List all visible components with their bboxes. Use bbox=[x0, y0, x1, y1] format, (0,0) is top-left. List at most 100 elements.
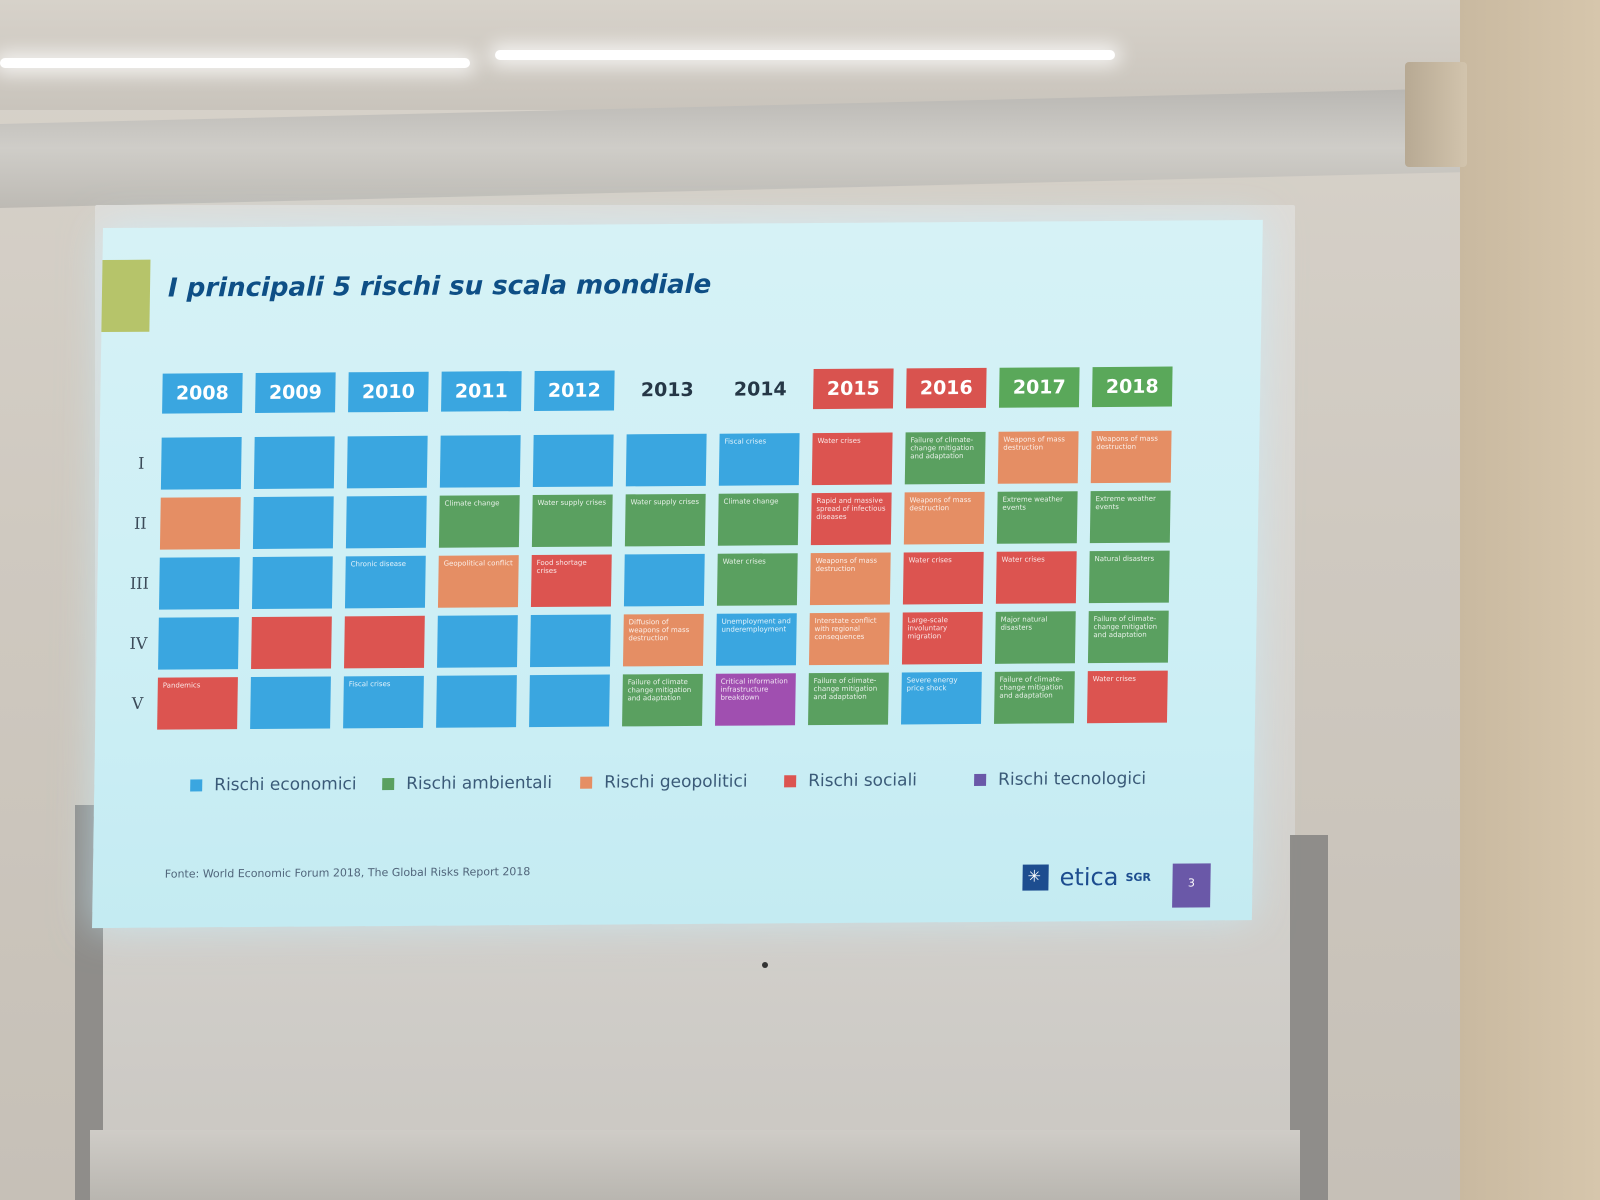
year-header-2012: 2012 bbox=[534, 370, 615, 412]
year-header-2008: 2008 bbox=[162, 373, 243, 414]
risk-cell bbox=[158, 557, 240, 610]
rank-label: II bbox=[133, 513, 147, 533]
logo-mark-icon bbox=[1022, 864, 1049, 891]
risk-cell: Failure of climate change mitigation and… bbox=[622, 673, 703, 727]
legend-label: Rischi geopolitici bbox=[604, 771, 748, 793]
legend-swatch-icon bbox=[580, 776, 593, 789]
risk-cell: Water crises bbox=[902, 551, 984, 605]
risk-cell bbox=[253, 436, 335, 489]
risk-cell: Water crises bbox=[811, 432, 893, 486]
legend-swatch-icon bbox=[190, 779, 203, 792]
risk-cell bbox=[439, 435, 521, 488]
risk-cell: Large-scale involuntary migration bbox=[901, 611, 983, 665]
legend-item: Rischi economici bbox=[190, 774, 357, 797]
year-header-2014: 2014 bbox=[733, 378, 787, 401]
risk-cell: Climate change bbox=[717, 493, 799, 546]
risk-cell: Geopolitical conflict bbox=[437, 555, 519, 608]
risk-cell: Weapons of mass destruction bbox=[1090, 430, 1172, 484]
projected-slide: I principali 5 rischi su scala mondiale … bbox=[92, 219, 1263, 929]
slide-title: I principali 5 rischi su scala mondiale bbox=[167, 269, 712, 304]
wall-fixture bbox=[1405, 62, 1467, 167]
risk-cell bbox=[251, 616, 332, 670]
risk-cell: Extreme weather events bbox=[996, 491, 1078, 544]
year-header-2017: 2017 bbox=[998, 367, 1080, 408]
risk-cell bbox=[532, 434, 614, 488]
risk-cell: Food shortage crises bbox=[530, 554, 612, 608]
legend-item: Rischi ambientali bbox=[382, 773, 552, 796]
risk-cell: Water supply crises bbox=[624, 493, 706, 547]
risk-cell: Interstate conflict with regional conseq… bbox=[808, 612, 890, 666]
risk-cell bbox=[436, 675, 517, 728]
risk-cell bbox=[346, 435, 428, 489]
risk-cell: Extreme weather events bbox=[1089, 490, 1171, 544]
year-header-2018: 2018 bbox=[1091, 366, 1173, 408]
risk-cell: Water crises bbox=[716, 553, 798, 606]
source-note: Fonte: World Economic Forum 2018, The Gl… bbox=[164, 865, 531, 881]
year-header-2013: 2013 bbox=[640, 378, 694, 402]
risk-cell: Critical information infrastructure brea… bbox=[715, 673, 796, 726]
year-header-2010: 2010 bbox=[348, 371, 429, 413]
risk-cell: Water supply crises bbox=[531, 494, 613, 548]
risk-cell bbox=[344, 615, 425, 669]
risk-cell: Water crises bbox=[1086, 670, 1168, 724]
risk-cell bbox=[251, 556, 333, 610]
risk-cell: Weapons of mass destruction bbox=[809, 552, 891, 606]
risk-cell: Major natural disasters bbox=[994, 611, 1076, 664]
logo-text: etica bbox=[1059, 862, 1119, 892]
risk-cell bbox=[530, 614, 611, 668]
legend-label: Rischi economici bbox=[214, 774, 357, 796]
risk-cell: Failure of climate-change mitigation and… bbox=[994, 671, 1075, 724]
risk-cell bbox=[345, 495, 427, 549]
year-header-2011: 2011 bbox=[441, 371, 522, 412]
screen-bottom-bar bbox=[90, 1130, 1300, 1200]
legend-swatch-icon bbox=[382, 778, 395, 791]
risk-cell: Fiscal crises bbox=[343, 675, 424, 729]
risk-cell: Fiscal crises bbox=[718, 433, 800, 486]
rank-label: III bbox=[129, 573, 150, 593]
legend-label: Rischi sociali bbox=[807, 770, 918, 792]
risk-cell: Water crises bbox=[995, 551, 1077, 604]
ceiling-light-right bbox=[495, 50, 1115, 60]
year-header-row: 2008 2009 2010 2011 2012 2013 2014 2015 2016 2017… bbox=[162, 366, 1222, 414]
risk-cell bbox=[159, 497, 241, 550]
risk-cell bbox=[437, 615, 518, 668]
year-header-2015: 2015 bbox=[812, 368, 894, 410]
risk-cell: Severe energy price shock bbox=[901, 671, 982, 725]
risk-cell bbox=[252, 496, 334, 549]
risk-cell: Pandemics bbox=[157, 677, 238, 730]
risk-cell: Weapons of mass destruction bbox=[903, 491, 985, 545]
risk-cell: Chronic disease bbox=[344, 555, 426, 609]
risk-cell bbox=[625, 433, 707, 487]
risk-cell: Unemployment and underemployment bbox=[715, 613, 797, 666]
title-accent-bar bbox=[101, 259, 151, 333]
rank-label: I bbox=[137, 453, 145, 473]
year-header-2009: 2009 bbox=[255, 372, 336, 413]
year-header-2016: 2016 bbox=[905, 367, 987, 409]
legend-label: Rischi ambientali bbox=[406, 772, 553, 794]
risk-cell: Climate change bbox=[438, 495, 520, 548]
logo-subtext: SGR bbox=[1125, 870, 1152, 884]
risk-cell: Natural disasters bbox=[1088, 550, 1170, 604]
page-number: 3 bbox=[1172, 863, 1211, 908]
risk-cell bbox=[160, 437, 242, 490]
risk-cell: Failure of climate-change mitigation and… bbox=[808, 672, 889, 726]
screen-dot bbox=[762, 962, 768, 968]
risk-cell: Failure of climate-change mitigation and… bbox=[1087, 610, 1169, 664]
company-logo: etica SGR bbox=[1022, 863, 1151, 904]
risk-cell bbox=[529, 674, 610, 728]
risk-cell: Failure of climate-change mitigation and… bbox=[904, 431, 986, 485]
legend-swatch-icon bbox=[784, 775, 797, 788]
legend-item: Rischi sociali bbox=[784, 770, 917, 793]
legend-item: Rischi tecnologici bbox=[974, 769, 1146, 792]
risk-cell: Diffusion of weapons of mass destruction bbox=[622, 613, 704, 667]
legend-swatch-icon bbox=[974, 773, 987, 786]
rank-label: V bbox=[131, 693, 144, 713]
rank-label: IV bbox=[129, 633, 148, 653]
legend-item: Rischi geopolitici bbox=[580, 772, 748, 795]
risk-cell: Rapid and massive spread of infectious d… bbox=[810, 492, 892, 546]
risk-cell bbox=[250, 676, 331, 730]
right-wall bbox=[1460, 0, 1600, 1200]
risk-cell bbox=[158, 617, 239, 670]
legend-label: Rischi tecnologici bbox=[997, 768, 1147, 790]
